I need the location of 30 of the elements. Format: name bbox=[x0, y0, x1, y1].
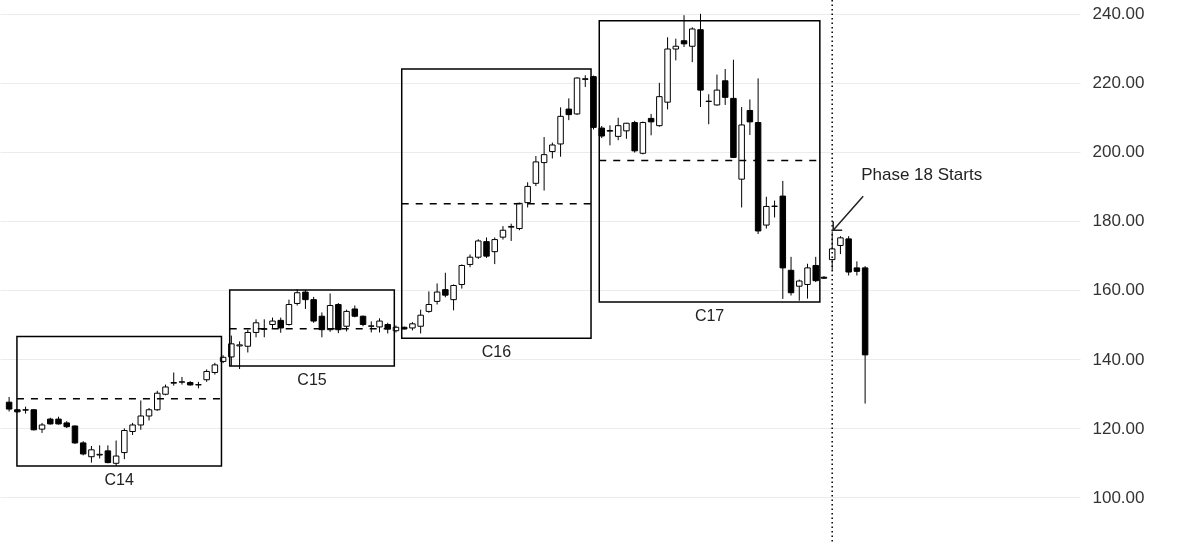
candlestick bbox=[565, 97, 573, 121]
candlestick bbox=[532, 155, 540, 187]
candlestick bbox=[71, 424, 79, 445]
candlestick bbox=[285, 299, 293, 327]
annotation: C14 bbox=[104, 471, 134, 489]
candlestick bbox=[170, 372, 177, 387]
candlestick bbox=[499, 225, 507, 241]
annotation: C15 bbox=[297, 370, 327, 388]
y-tick-label: 240.00 bbox=[1092, 4, 1145, 24]
annotation: Phase 18 Starts bbox=[861, 165, 983, 185]
annotation: C17 bbox=[694, 307, 725, 325]
candlestick bbox=[787, 256, 795, 297]
candlestick bbox=[746, 98, 754, 136]
candlestick bbox=[458, 263, 466, 290]
candlestick bbox=[425, 290, 433, 314]
annotation: C16 bbox=[481, 343, 512, 361]
y-tick-label: 180.00 bbox=[1092, 211, 1145, 231]
y-tick-label: 120.00 bbox=[1092, 418, 1145, 438]
candlestick bbox=[606, 124, 614, 146]
y-tick-label: 220.00 bbox=[1092, 73, 1145, 93]
candlestick bbox=[540, 136, 548, 192]
candlestick bbox=[178, 376, 186, 386]
candlestick bbox=[112, 440, 120, 467]
y-tick-label: 100.00 bbox=[1092, 487, 1145, 507]
y-tick-label: 160.00 bbox=[1092, 280, 1145, 300]
candlestick bbox=[721, 68, 729, 106]
candlestick bbox=[680, 14, 688, 48]
y-tick-label: 200.00 bbox=[1092, 142, 1145, 162]
candlestick bbox=[713, 74, 721, 107]
y-tick-label: 140.00 bbox=[1092, 349, 1145, 369]
